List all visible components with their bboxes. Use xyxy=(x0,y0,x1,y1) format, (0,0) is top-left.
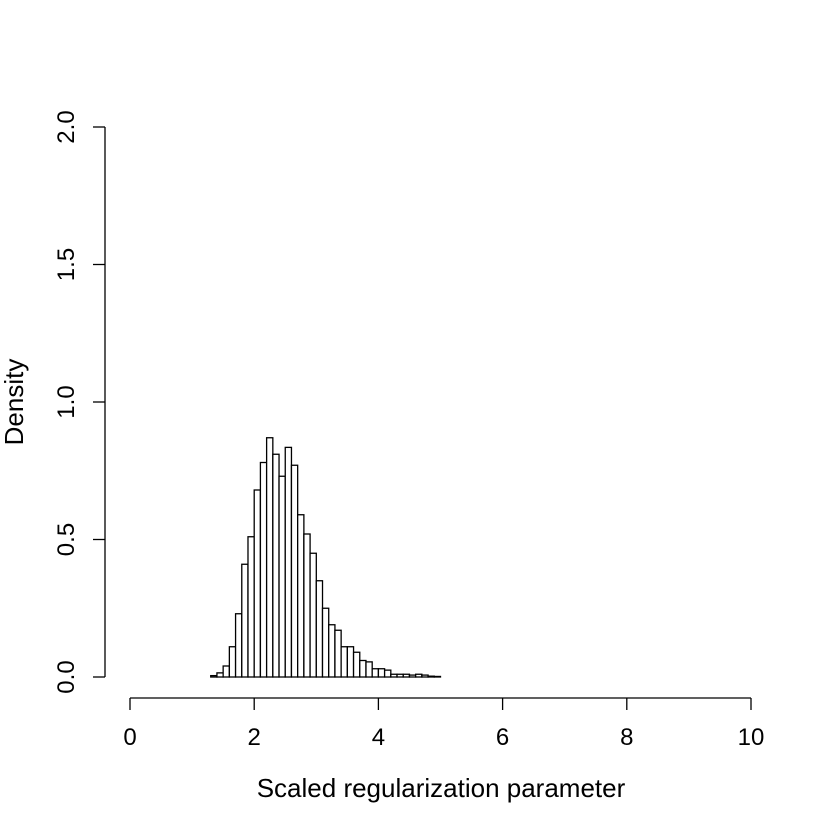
histogram-bar xyxy=(390,673,398,678)
histogram-bar xyxy=(421,674,429,678)
y-tick-label: 0.5 xyxy=(53,523,80,556)
histogram-bar xyxy=(365,661,373,678)
histogram-bar xyxy=(253,489,262,678)
histogram-bar xyxy=(247,536,255,678)
x-axis: 0 2 4 6 8 10 xyxy=(123,697,765,751)
histogram-bar xyxy=(272,453,280,678)
histogram-bar xyxy=(265,437,274,678)
histogram-bar xyxy=(284,446,293,678)
histogram-bar xyxy=(377,668,386,678)
histogram-bar xyxy=(433,675,442,678)
x-tick-label: 2 xyxy=(248,724,261,751)
y-tick-label: 1.5 xyxy=(53,248,80,281)
histogram-bar xyxy=(309,552,317,678)
histogram-bar xyxy=(241,563,249,678)
x-tick-label: 0 xyxy=(123,724,136,751)
histogram-bar xyxy=(334,629,342,678)
y-tick-label: 0.0 xyxy=(53,660,80,693)
x-tick-label: 4 xyxy=(372,724,385,751)
histogram-bar xyxy=(303,533,311,678)
x-tick-label: 6 xyxy=(496,724,509,751)
histogram-bar xyxy=(359,659,367,678)
histogram-bar xyxy=(234,613,243,678)
histogram-bar xyxy=(383,669,392,678)
histogram-bar xyxy=(228,646,237,678)
y-tick-label: 2.0 xyxy=(53,110,80,143)
histogram-bar xyxy=(222,665,231,678)
y-tick-label: 1.0 xyxy=(53,385,80,418)
histogram-bar xyxy=(408,674,417,678)
x-axis-title: Scaled regularization parameter xyxy=(257,773,626,803)
histogram-bar xyxy=(402,673,411,678)
histogram-bars xyxy=(210,437,442,678)
y-axis-title: Density xyxy=(0,359,29,446)
y-axis: 0.0 0.5 1.0 1.5 2.0 xyxy=(53,110,106,694)
histogram-bar xyxy=(346,646,355,678)
histogram-bar xyxy=(415,673,423,678)
histogram-bar xyxy=(396,673,404,678)
histogram-bar xyxy=(259,461,268,678)
histogram-bar xyxy=(427,675,435,678)
histogram-bar xyxy=(297,514,305,678)
histogram-bar xyxy=(352,651,361,678)
histogram-bar xyxy=(216,672,224,678)
histogram-bar xyxy=(315,580,324,678)
histogram-bar xyxy=(321,607,330,678)
histogram-bar xyxy=(278,475,286,678)
histogram-bar xyxy=(340,646,349,678)
histogram-bar xyxy=(328,624,336,678)
x-tick-label: 10 xyxy=(738,724,765,751)
histogram-bar xyxy=(210,674,218,678)
histogram-bar xyxy=(371,668,380,678)
x-tick-label: 8 xyxy=(620,724,633,751)
histogram-bar xyxy=(290,464,299,678)
